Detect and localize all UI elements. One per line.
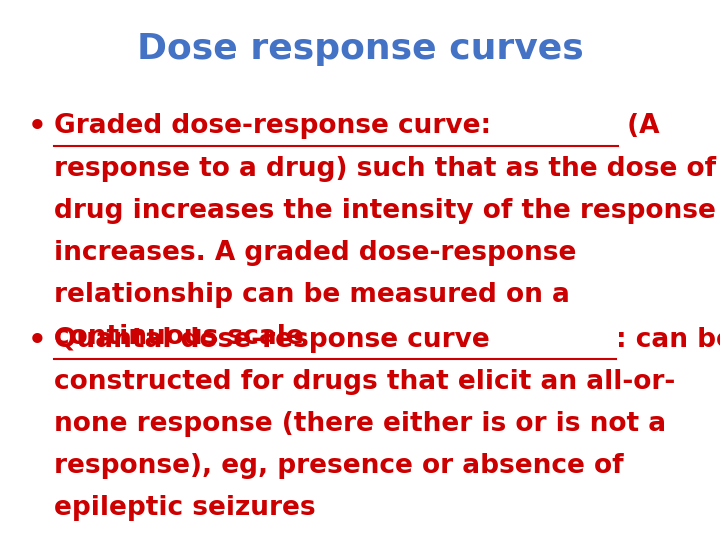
Text: : can be: : can be (616, 327, 720, 353)
Text: •: • (27, 327, 46, 355)
Text: (A: (A (618, 113, 660, 139)
Text: drug increases the intensity of the response: drug increases the intensity of the resp… (54, 198, 716, 224)
Text: Graded dose-response curve:: Graded dose-response curve: (54, 113, 491, 139)
Text: response), eg, presence or absence of: response), eg, presence or absence of (54, 453, 624, 479)
Text: increases. A graded dose-response: increases. A graded dose-response (54, 240, 577, 266)
Text: response to a drug) such that as the dose of: response to a drug) such that as the dos… (54, 156, 716, 181)
Text: Quantal dose-response curve: Quantal dose-response curve (54, 327, 490, 353)
Text: none response (there either is or is not a: none response (there either is or is not… (54, 411, 666, 437)
Text: Dose response curves: Dose response curves (137, 32, 583, 66)
Text: continuous scale: continuous scale (54, 324, 304, 350)
Text: •: • (27, 113, 46, 141)
Text: constructed for drugs that elicit an all-or-: constructed for drugs that elicit an all… (54, 369, 675, 395)
Text: epileptic seizures: epileptic seizures (54, 495, 315, 521)
Text: relationship can be measured on a: relationship can be measured on a (54, 282, 570, 308)
